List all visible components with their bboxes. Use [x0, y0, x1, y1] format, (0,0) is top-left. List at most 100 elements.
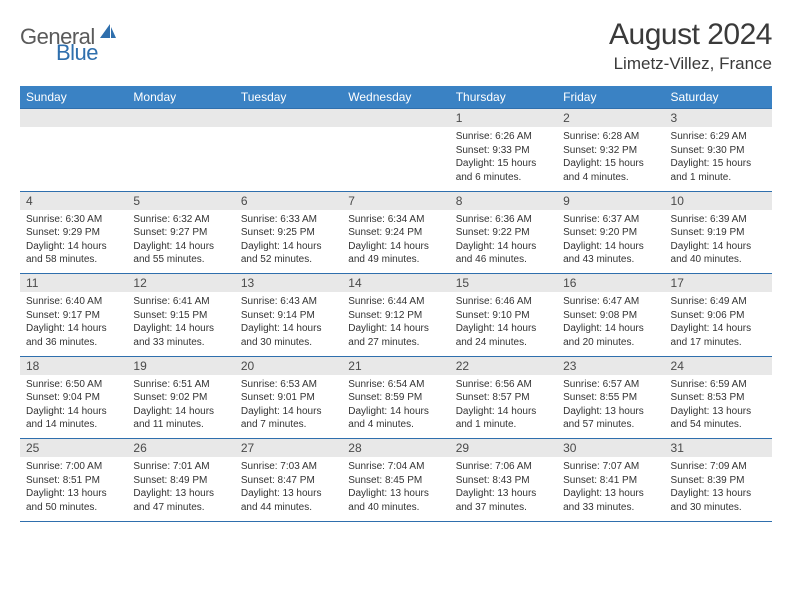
- weekday-header: Monday: [127, 86, 234, 109]
- daylight-text: and 49 minutes.: [348, 253, 443, 267]
- day-cell: Sunrise: 6:26 AMSunset: 9:33 PMDaylight:…: [450, 127, 557, 191]
- day-cell: Sunrise: 6:28 AMSunset: 9:32 PMDaylight:…: [557, 127, 664, 191]
- sunrise-text: Sunrise: 6:50 AM: [26, 378, 121, 392]
- day-number: 25: [20, 439, 127, 458]
- daylight-text: and 37 minutes.: [456, 501, 551, 515]
- sunset-text: Sunset: 8:57 PM: [456, 391, 551, 405]
- sail-icon: [98, 22, 118, 45]
- daylight-text: Daylight: 14 hours: [456, 322, 551, 336]
- day-number: [342, 109, 449, 128]
- sunrise-text: Sunrise: 6:32 AM: [133, 213, 228, 227]
- daylight-text: and 6 minutes.: [456, 171, 551, 185]
- sunset-text: Sunset: 9:19 PM: [671, 226, 766, 240]
- sunset-text: Sunset: 9:30 PM: [671, 144, 766, 158]
- daylight-text: Daylight: 14 hours: [133, 240, 228, 254]
- daylight-text: Daylight: 15 hours: [671, 157, 766, 171]
- daylight-text: and 1 minute.: [671, 171, 766, 185]
- day-number: 8: [450, 191, 557, 210]
- sunset-text: Sunset: 9:06 PM: [671, 309, 766, 323]
- sunset-text: Sunset: 9:27 PM: [133, 226, 228, 240]
- daylight-text: and 46 minutes.: [456, 253, 551, 267]
- calendar-table: Sunday Monday Tuesday Wednesday Thursday…: [20, 86, 772, 522]
- day-number: 30: [557, 439, 664, 458]
- daylight-text: and 30 minutes.: [671, 501, 766, 515]
- daylight-text: Daylight: 14 hours: [671, 240, 766, 254]
- daylight-text: Daylight: 13 hours: [671, 487, 766, 501]
- sunrise-text: Sunrise: 6:44 AM: [348, 295, 443, 309]
- daylight-text: and 17 minutes.: [671, 336, 766, 350]
- day-number: 3: [665, 109, 772, 128]
- day-cell: Sunrise: 6:32 AMSunset: 9:27 PMDaylight:…: [127, 210, 234, 274]
- sunset-text: Sunset: 8:59 PM: [348, 391, 443, 405]
- sunrise-text: Sunrise: 6:26 AM: [456, 130, 551, 144]
- sunset-text: Sunset: 9:15 PM: [133, 309, 228, 323]
- day-cell: Sunrise: 7:04 AMSunset: 8:45 PMDaylight:…: [342, 457, 449, 521]
- day-number: 11: [20, 274, 127, 293]
- daylight-text: and 58 minutes.: [26, 253, 121, 267]
- day-cell: Sunrise: 6:44 AMSunset: 9:12 PMDaylight:…: [342, 292, 449, 356]
- day-cell: Sunrise: 6:29 AMSunset: 9:30 PMDaylight:…: [665, 127, 772, 191]
- daylight-text: Daylight: 15 hours: [456, 157, 551, 171]
- day-number: 23: [557, 356, 664, 375]
- daylight-text: Daylight: 14 hours: [348, 240, 443, 254]
- sunset-text: Sunset: 9:17 PM: [26, 309, 121, 323]
- daylight-text: and 50 minutes.: [26, 501, 121, 515]
- daylight-text: and 43 minutes.: [563, 253, 658, 267]
- day-number: 17: [665, 274, 772, 293]
- day-number: 12: [127, 274, 234, 293]
- sunrise-text: Sunrise: 6:51 AM: [133, 378, 228, 392]
- daynum-row: 11121314151617: [20, 274, 772, 293]
- day-number: 16: [557, 274, 664, 293]
- day-number: 14: [342, 274, 449, 293]
- day-cell: [235, 127, 342, 191]
- day-number: 1: [450, 109, 557, 128]
- day-number: 2: [557, 109, 664, 128]
- sunset-text: Sunset: 8:41 PM: [563, 474, 658, 488]
- day-number: 5: [127, 191, 234, 210]
- sunrise-text: Sunrise: 6:37 AM: [563, 213, 658, 227]
- daylight-text: and 4 minutes.: [348, 418, 443, 432]
- day-content-row: Sunrise: 7:00 AMSunset: 8:51 PMDaylight:…: [20, 457, 772, 521]
- day-cell: Sunrise: 6:59 AMSunset: 8:53 PMDaylight:…: [665, 375, 772, 439]
- day-cell: Sunrise: 7:07 AMSunset: 8:41 PMDaylight:…: [557, 457, 664, 521]
- sunset-text: Sunset: 8:51 PM: [26, 474, 121, 488]
- day-cell: Sunrise: 6:37 AMSunset: 9:20 PMDaylight:…: [557, 210, 664, 274]
- sunrise-text: Sunrise: 6:36 AM: [456, 213, 551, 227]
- daynum-row: 45678910: [20, 191, 772, 210]
- day-number: 26: [127, 439, 234, 458]
- daylight-text: Daylight: 14 hours: [26, 405, 121, 419]
- sunset-text: Sunset: 9:01 PM: [241, 391, 336, 405]
- day-number: 27: [235, 439, 342, 458]
- sunset-text: Sunset: 8:49 PM: [133, 474, 228, 488]
- sunrise-text: Sunrise: 6:39 AM: [671, 213, 766, 227]
- daylight-text: and 1 minute.: [456, 418, 551, 432]
- daylight-text: Daylight: 15 hours: [563, 157, 658, 171]
- day-number: 4: [20, 191, 127, 210]
- day-number: 29: [450, 439, 557, 458]
- sunrise-text: Sunrise: 6:49 AM: [671, 295, 766, 309]
- calendar-page: General August 2024 Limetz-Villez, Franc…: [0, 0, 792, 532]
- daynum-row: 18192021222324: [20, 356, 772, 375]
- daylight-text: and 52 minutes.: [241, 253, 336, 267]
- day-number: 9: [557, 191, 664, 210]
- sunset-text: Sunset: 8:45 PM: [348, 474, 443, 488]
- day-number: 24: [665, 356, 772, 375]
- sunset-text: Sunset: 9:02 PM: [133, 391, 228, 405]
- day-number: 6: [235, 191, 342, 210]
- sunset-text: Sunset: 9:22 PM: [456, 226, 551, 240]
- brand-part2: Blue: [56, 40, 98, 65]
- day-cell: Sunrise: 7:09 AMSunset: 8:39 PMDaylight:…: [665, 457, 772, 521]
- day-number: 20: [235, 356, 342, 375]
- daynum-row: 123: [20, 109, 772, 128]
- daylight-text: Daylight: 14 hours: [563, 240, 658, 254]
- weekday-header: Thursday: [450, 86, 557, 109]
- day-cell: Sunrise: 6:30 AMSunset: 9:29 PMDaylight:…: [20, 210, 127, 274]
- daylight-text: and 55 minutes.: [133, 253, 228, 267]
- sunset-text: Sunset: 9:12 PM: [348, 309, 443, 323]
- daylight-text: Daylight: 14 hours: [348, 322, 443, 336]
- day-cell: Sunrise: 6:49 AMSunset: 9:06 PMDaylight:…: [665, 292, 772, 356]
- sunrise-text: Sunrise: 6:57 AM: [563, 378, 658, 392]
- daylight-text: Daylight: 14 hours: [133, 322, 228, 336]
- sunrise-text: Sunrise: 6:54 AM: [348, 378, 443, 392]
- daylight-text: and 30 minutes.: [241, 336, 336, 350]
